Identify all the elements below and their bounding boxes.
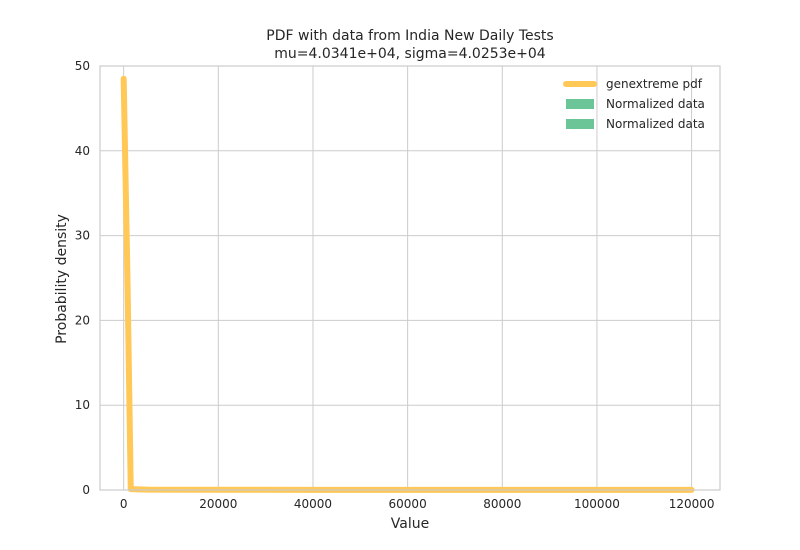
legend-label: Normalized data [606,117,705,131]
x-tick-label: 80000 [483,497,521,511]
y-tick-label: 20 [75,313,90,327]
x-axis-label: Value [391,516,429,532]
legend-patch-swatch [566,119,594,129]
x-tick-label: 100000 [574,497,620,511]
chart-title: PDF with data from India New Daily Tests [266,28,553,44]
y-tick-label: 0 [82,483,90,497]
plot-frame [99,65,721,491]
y-tick-label: 30 [75,229,90,243]
x-tick-label: 120000 [669,497,715,511]
legend: genextreme pdf Normalized data Normalized … [563,77,705,131]
x-tick-label: 40000 [294,497,332,511]
x-tick-label: 60000 [389,497,427,511]
legend-label: Normalized data [606,97,705,111]
legend-label: genextreme pdf [606,77,703,91]
x-tick-label: 0 [120,497,128,511]
y-tick-label: 10 [75,398,90,412]
x-tick-label: 20000 [199,497,237,511]
y-tick-label: 40 [75,144,90,158]
chart-subtitle: mu=4.0341e+04, sigma=4.0253e+04 [274,46,546,62]
legend-patch-swatch [566,99,594,109]
y-axis-label: Probability density [54,214,70,344]
y-tick-label: 50 [75,59,90,73]
tick-label-layer: 0 20000 40000 60000 80000 100000 120000 0 10 20 30… [75,59,715,511]
